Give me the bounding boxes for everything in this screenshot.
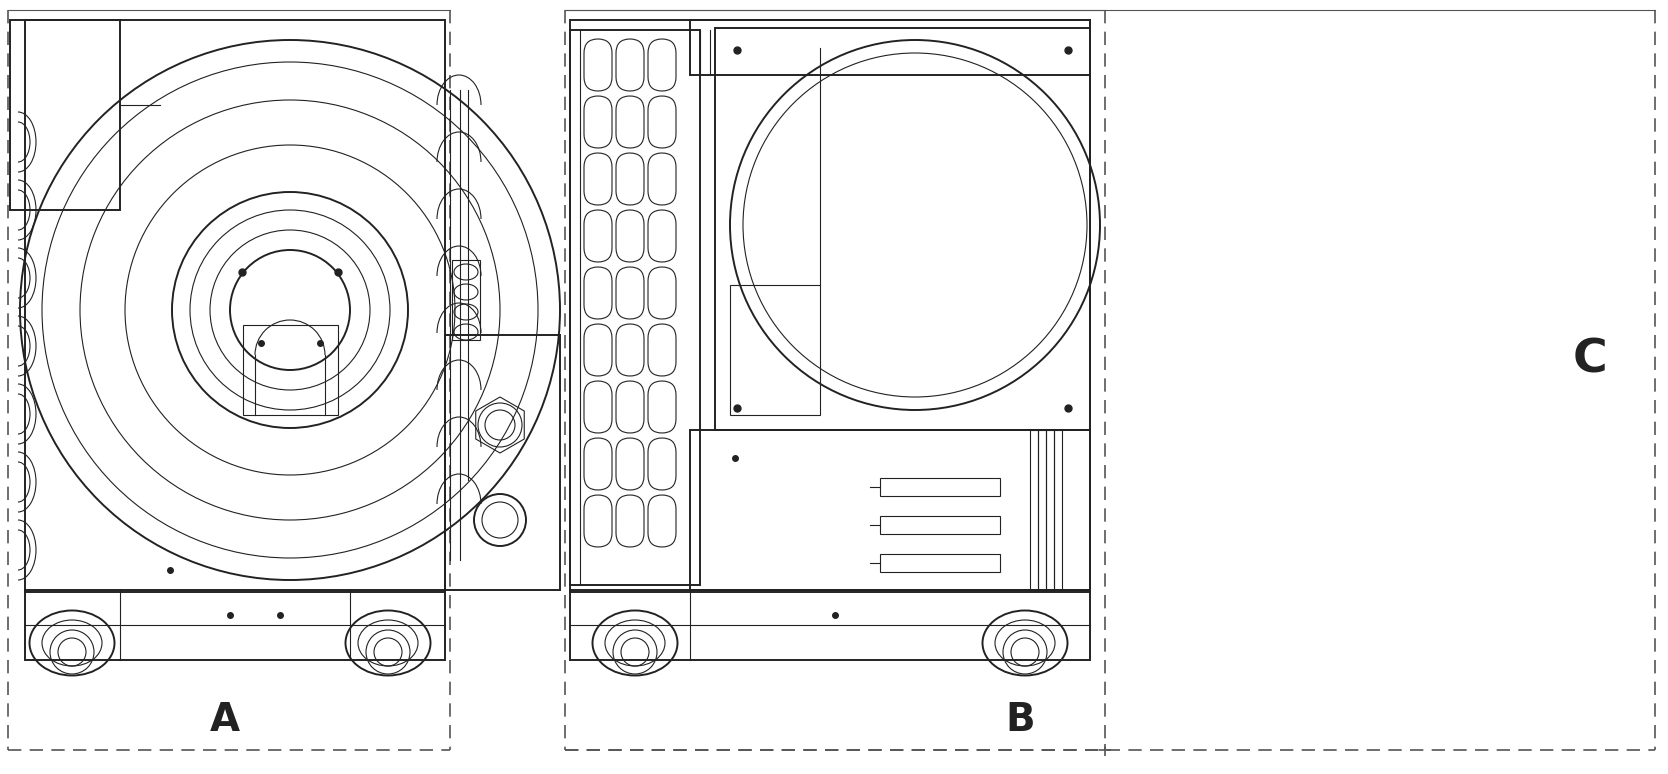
Text: B: B (1006, 701, 1034, 739)
Bar (570, 20, 1089, 592)
Bar (1031, 430, 1037, 590)
Bar (881, 478, 1001, 496)
Bar (716, 28, 1089, 430)
Bar (570, 590, 1089, 660)
Bar (1054, 430, 1063, 590)
Bar (731, 285, 821, 415)
Bar (244, 325, 339, 415)
Bar (691, 20, 1089, 75)
Bar (452, 260, 480, 340)
Text: A: A (210, 701, 240, 739)
Bar (1037, 430, 1046, 590)
Bar (881, 554, 1001, 572)
Bar (25, 590, 445, 660)
Bar (881, 516, 1001, 534)
Bar (10, 20, 120, 210)
Bar (570, 30, 701, 585)
Bar (691, 430, 1089, 590)
Bar (1046, 430, 1054, 590)
Text: C: C (1573, 337, 1608, 382)
Bar (445, 335, 560, 590)
Bar (25, 20, 445, 592)
